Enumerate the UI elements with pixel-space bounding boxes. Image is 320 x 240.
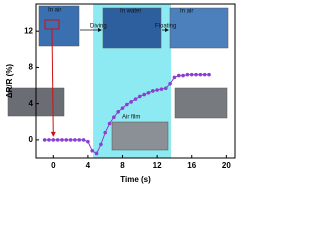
annotation: Diving: [90, 24, 107, 30]
data-point: [198, 72, 203, 77]
data-point: [159, 87, 164, 91]
y-tick-label: 4: [29, 99, 34, 108]
x-tick-label: 12: [153, 161, 162, 170]
data-point: [207, 72, 211, 77]
data-point: [138, 94, 142, 99]
data-point: [68, 138, 73, 142]
data-point: [125, 102, 129, 107]
data-point: [129, 100, 133, 104]
arrowhead: [50, 131, 56, 137]
data-point: [168, 81, 172, 86]
data-point: [181, 73, 185, 78]
data-point: [94, 151, 99, 156]
data-point: [172, 75, 177, 80]
data-point: [55, 138, 60, 142]
photo: [174, 87, 228, 119]
photo: [111, 121, 169, 151]
data-point: [120, 106, 125, 110]
data-point: [64, 138, 69, 142]
data-point: [73, 138, 77, 142]
data-point: [133, 97, 138, 101]
data-point: [116, 110, 120, 114]
data-point: [189, 72, 194, 77]
data-point: [90, 148, 95, 153]
x-tick-label: 4: [86, 161, 91, 170]
annotation: Air film: [122, 115, 140, 121]
data-point: [107, 121, 112, 126]
x-tick-label: 0: [51, 161, 56, 170]
y-axis-label: ΔR/R (%): [5, 64, 14, 99]
data-point: [163, 86, 168, 91]
data-point: [60, 138, 64, 142]
x-tick-label: 16: [187, 161, 196, 170]
data-point: [112, 115, 116, 120]
data-point: [99, 142, 103, 147]
y-tick-label: 0: [29, 135, 34, 144]
data-point: [146, 90, 151, 95]
data-point: [51, 138, 56, 142]
data-point: [185, 72, 190, 77]
photo: [102, 7, 162, 49]
x-tick-label: 20: [222, 161, 231, 170]
y-tick-label: 12: [24, 26, 33, 35]
data-point: [42, 138, 47, 142]
data-point: [151, 89, 155, 93]
data-point: [103, 130, 108, 135]
annotation: In water: [120, 9, 141, 15]
data-point: [155, 88, 159, 92]
pointer: [51, 28, 54, 136]
y-tick-label: 8: [29, 63, 34, 72]
data-point: [81, 138, 86, 142]
arrowhead: [165, 28, 169, 32]
arrowhead: [98, 28, 102, 32]
x-axis-label: Time (s): [120, 175, 151, 184]
x-tick-label: 8: [120, 161, 125, 170]
annotation: In air: [180, 9, 193, 15]
chart: In air Diving In water Floating In air Air fi…: [5, 3, 236, 184]
data-point: [77, 138, 82, 142]
data-point: [202, 72, 207, 77]
data-point: [176, 73, 181, 78]
data-point: [47, 138, 51, 142]
data-point: [142, 92, 146, 97]
data-point: [86, 139, 90, 144]
annotation: Floating: [155, 24, 176, 30]
plot-frame: [35, 3, 236, 159]
photo: [169, 7, 229, 49]
data-point: [194, 72, 198, 77]
annotation: In air: [48, 8, 61, 14]
